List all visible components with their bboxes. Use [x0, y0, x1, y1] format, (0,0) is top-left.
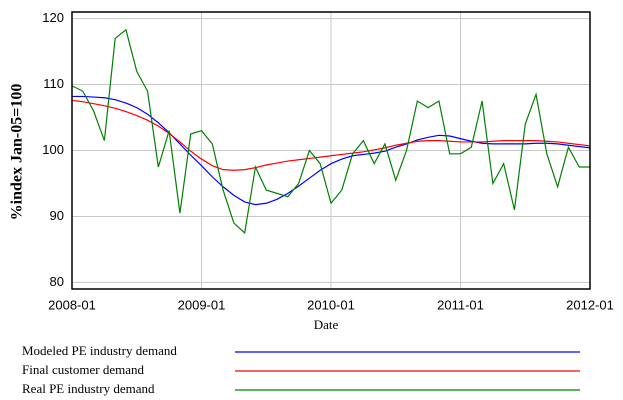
- x-tick-label: 2009-01: [178, 297, 226, 312]
- y-tick-label: 100: [42, 142, 64, 157]
- plot-frame: [71, 11, 591, 290]
- legend-label: Final customer demand: [22, 362, 145, 377]
- legend-label: Real PE industry demand: [22, 381, 155, 396]
- y-tick-label: 120: [42, 10, 64, 25]
- data-line: [71, 28, 590, 235]
- x-tick-label: 2010-01: [307, 297, 355, 312]
- x-tick-label: 2008-01: [48, 297, 96, 312]
- legend-label: Modeled PE industry demand: [22, 343, 177, 358]
- y-tick-label: 80: [50, 274, 64, 289]
- x-axis-label: Date: [314, 317, 339, 332]
- y-tick-label: 110: [43, 76, 64, 91]
- y-tick-label: 90: [50, 208, 64, 223]
- data-line: [72, 95, 591, 206]
- x-tick-label: 2011-01: [437, 297, 484, 312]
- y-axis-label: %index Jan-05=100: [9, 84, 26, 221]
- data-line: [71, 99, 591, 171]
- x-tick-label: 2012-01: [566, 297, 614, 312]
